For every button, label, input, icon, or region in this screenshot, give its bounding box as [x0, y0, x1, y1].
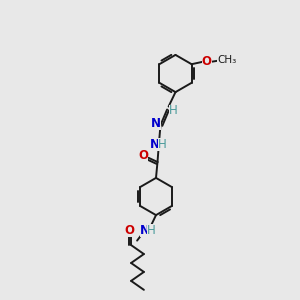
Text: N: N [151, 117, 161, 130]
Text: N: N [150, 137, 160, 151]
Text: O: O [138, 149, 148, 162]
Text: H: H [169, 104, 178, 118]
Text: O: O [202, 55, 212, 68]
Text: O: O [124, 224, 135, 237]
Text: CH₃: CH₃ [217, 55, 236, 65]
Text: H: H [158, 137, 166, 151]
Text: H: H [147, 224, 156, 237]
Text: N: N [140, 224, 150, 237]
